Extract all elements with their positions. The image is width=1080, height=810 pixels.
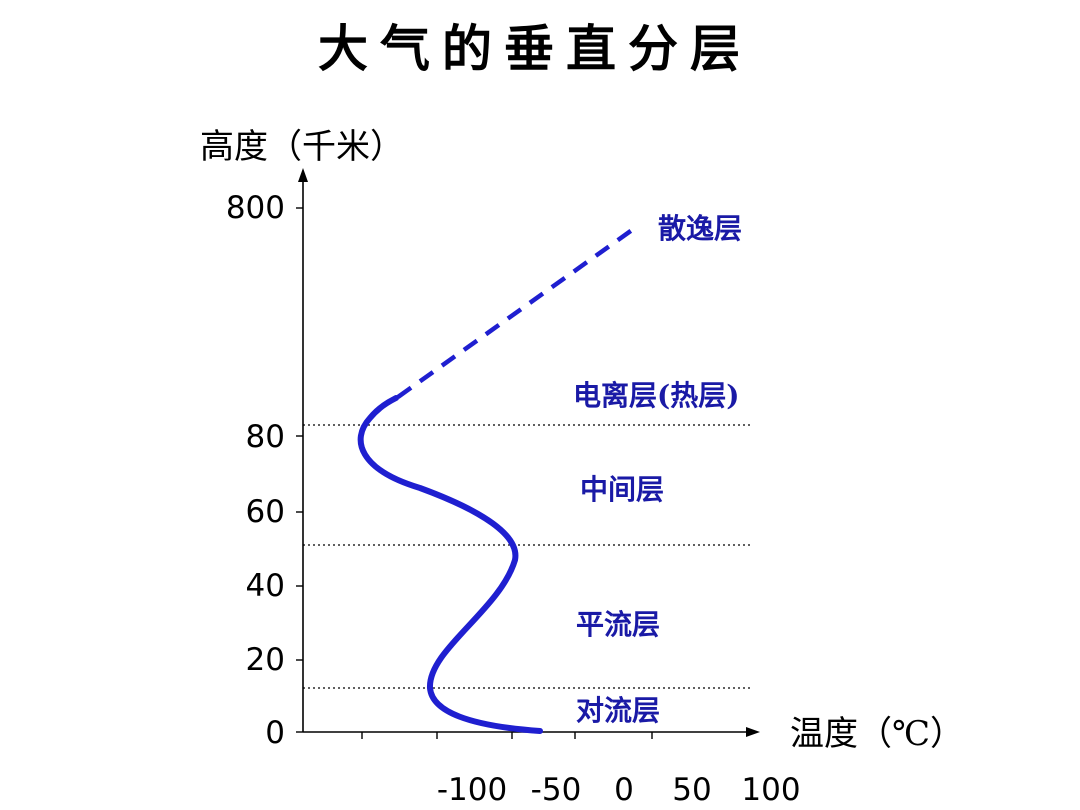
label-stratosphere: 平流层 (576, 608, 660, 641)
x-tick-label: 50 (672, 772, 711, 808)
y-ticks (296, 207, 303, 733)
y-tick-label: 0 (265, 715, 285, 751)
label-mesosphere: 中间层 (580, 473, 664, 506)
temperature-curve-dashed (396, 228, 634, 399)
x-tick-label: -50 (531, 772, 582, 808)
y-tick-labels: 0 20 40 60 80 800 (226, 190, 285, 751)
y-tick-label: 20 (246, 642, 285, 678)
y-tick-label: 40 (246, 568, 285, 604)
label-exosphere: 散逸层 (658, 212, 742, 245)
x-ticks (361, 732, 653, 739)
x-tick-label: -100 (437, 772, 507, 808)
x-tick-label: 100 (741, 772, 800, 808)
x-tick-label: 0 (614, 772, 634, 808)
temperature-curve (357, 395, 543, 734)
y-tick-label: 60 (246, 494, 285, 530)
label-thermosphere: 电离层(热层) (573, 379, 740, 412)
x-tick-labels: -100 -50 0 50 100 (437, 772, 801, 808)
label-troposphere: 对流层 (576, 694, 660, 727)
y-tick-label: 800 (226, 190, 285, 226)
y-axis (298, 168, 308, 732)
x-axis-title: 温度（℃） (790, 714, 964, 754)
y-axis-title: 高度（千米） (200, 127, 404, 167)
y-tick-label: 80 (246, 419, 285, 455)
page-title: 大气的垂直分层 (318, 19, 752, 78)
